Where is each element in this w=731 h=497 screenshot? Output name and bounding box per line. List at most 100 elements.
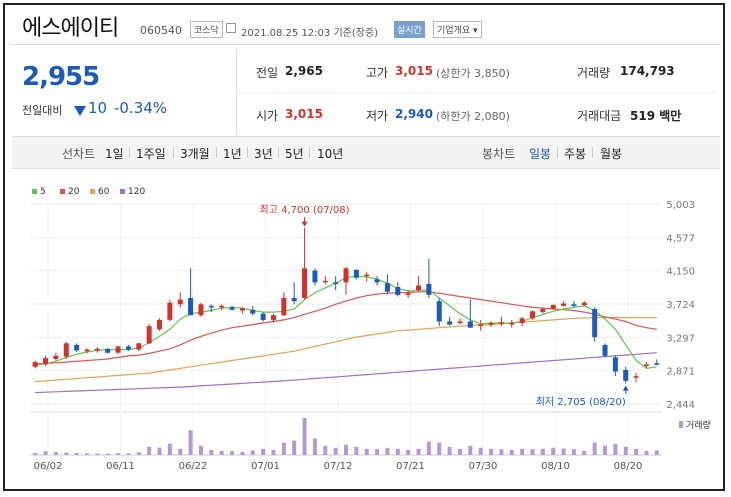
- candle-body: [353, 269, 359, 278]
- period-1y[interactable]: 1년: [223, 147, 242, 161]
- volume-bar: [43, 451, 48, 455]
- candle-body: [32, 362, 38, 367]
- realtime-button[interactable]: 실시간: [394, 21, 425, 38]
- volume-bar: [375, 449, 380, 455]
- candle-body: [654, 363, 660, 365]
- volume-bar: [281, 442, 286, 455]
- stock-header: [10, 8, 721, 45]
- volume-bar: [64, 452, 69, 455]
- down-arrow-icon: [301, 221, 308, 227]
- legend-ma60: 60: [90, 187, 109, 197]
- market-badge: 코스닥: [190, 21, 223, 38]
- change-label: 전일대비: [22, 104, 63, 117]
- volume-bar: [126, 453, 131, 455]
- volume-bar: [74, 452, 79, 455]
- candle-body: [250, 309, 256, 314]
- legend-swatch: [120, 189, 125, 194]
- volume-bar: [230, 451, 235, 455]
- volume-bar: [302, 418, 307, 455]
- candle-body: [529, 311, 535, 319]
- stock-name[interactable]: 에스에이티: [22, 16, 119, 41]
- volume-bar: [136, 452, 141, 455]
- divider: [216, 147, 217, 158]
- period-3y[interactable]: 3년: [254, 147, 273, 161]
- volume-bar: [613, 443, 618, 455]
- candle-monthly[interactable]: 월봉: [600, 147, 623, 161]
- low-annotation: 최저 2,705 (08/20): [536, 396, 626, 408]
- open-label: 시가: [256, 109, 279, 123]
- amount-value: 519 백만: [630, 109, 682, 123]
- x-tick-label: 07/01: [251, 461, 280, 472]
- period-5y[interactable]: 5년: [285, 147, 304, 161]
- candle-body: [302, 268, 308, 299]
- volume-bar: [540, 448, 545, 455]
- volume-bar: [344, 444, 348, 455]
- divider: [129, 147, 130, 158]
- volume-bar: [644, 450, 649, 455]
- down-triangle-icon: [74, 106, 86, 116]
- volume-bar: [167, 443, 172, 455]
- candle-body: [115, 346, 121, 353]
- stock-code: 060540: [140, 24, 182, 37]
- candle-body: [623, 369, 629, 381]
- volume-bar: [261, 448, 266, 455]
- period-10y[interactable]: 10년: [317, 147, 344, 161]
- legend-ma5: 5: [32, 187, 46, 197]
- volume-bar: [116, 453, 121, 455]
- period-1d[interactable]: 1일: [105, 147, 124, 161]
- candle-chart-label[interactable]: 봉차트: [482, 147, 516, 161]
- candle-body: [84, 349, 90, 352]
- x-tick-label: 06/22: [179, 461, 208, 472]
- period-1w[interactable]: 1주일: [136, 147, 166, 161]
- period-3m[interactable]: 3개월: [180, 147, 210, 161]
- volume-bar: [209, 449, 214, 455]
- candle-body: [136, 343, 142, 350]
- up-arrow-icon: [622, 385, 629, 391]
- divider: [278, 147, 279, 158]
- candle-body: [333, 282, 339, 284]
- candle-body: [405, 293, 411, 295]
- volume-bar: [509, 449, 514, 455]
- volume-bar: [312, 438, 317, 455]
- candle-body: [519, 318, 525, 324]
- candle-body: [239, 308, 245, 311]
- candle-body: [498, 322, 504, 324]
- volume-bar: [323, 445, 328, 455]
- volume-bar: [530, 449, 535, 455]
- candle-body: [208, 305, 214, 308]
- volume-bar: [634, 448, 639, 455]
- volume-bar: [416, 448, 421, 455]
- ma120-line: [35, 352, 657, 394]
- volume-bar: [571, 449, 576, 455]
- line-chart-label[interactable]: 선차트: [62, 147, 96, 161]
- volume-bar: [147, 446, 152, 455]
- candle-body: [395, 287, 401, 295]
- volume-bar: [623, 446, 628, 455]
- candle-body: [581, 302, 587, 306]
- volume-bar: [364, 448, 369, 455]
- company-overview-button[interactable]: 기업개요 ▾: [433, 21, 482, 38]
- legend-swatch: [60, 189, 65, 194]
- volume-bar: [33, 452, 38, 455]
- candle-body: [436, 301, 442, 322]
- candle-body: [612, 357, 618, 372]
- volume-value: 174,793: [620, 64, 675, 78]
- candle-body: [229, 307, 235, 310]
- y-tick-label: 2,871: [666, 367, 695, 378]
- candle-weekly[interactable]: 주봉: [564, 147, 587, 161]
- volume-bar: [354, 446, 359, 455]
- volume-bar: [457, 448, 462, 455]
- candle-body: [384, 283, 390, 292]
- price-change-percent: -0.34%: [114, 99, 168, 117]
- ma60-line: [35, 317, 657, 383]
- volume-bar: [489, 448, 494, 455]
- candle-body: [364, 274, 370, 277]
- candle-daily[interactable]: 일봉: [529, 147, 552, 161]
- y-tick-label: 4,577: [666, 233, 695, 244]
- volume-bar: [426, 441, 431, 455]
- divider: [309, 147, 310, 158]
- timestamp: 2021.08.25 12:03 기준(장중): [241, 28, 379, 39]
- volume-bar: [437, 442, 442, 455]
- candle-body: [343, 268, 349, 283]
